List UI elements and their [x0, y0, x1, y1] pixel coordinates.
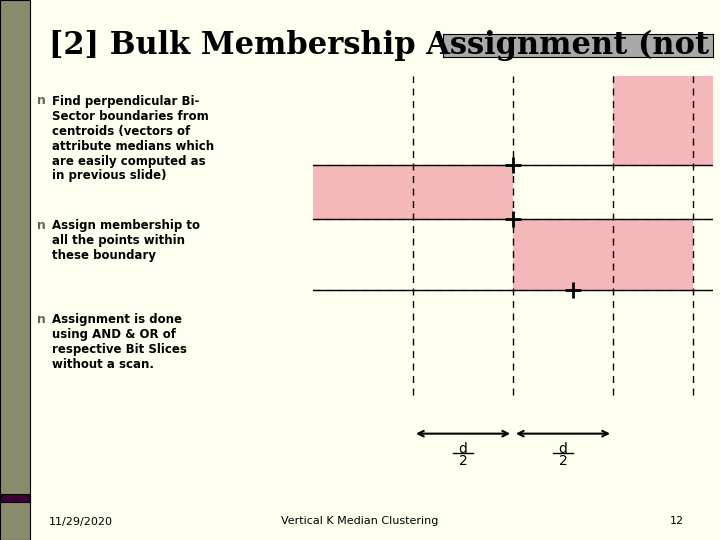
Text: 11/29/2020: 11/29/2020 [49, 516, 113, 526]
Text: Assign membership to
all the points within
these boundary: Assign membership to all the points with… [52, 219, 200, 262]
Text: Assignment is done
using AND & OR of
respective Bit Slices
without a scan.: Assignment is done using AND & OR of res… [52, 313, 186, 371]
Text: [2] Bulk Membership Assignment (not 1-by-1): [2] Bulk Membership Assignment (not 1-by… [49, 30, 720, 61]
Text: n: n [37, 313, 46, 326]
Text: Vertical K Median Clustering: Vertical K Median Clustering [282, 516, 438, 526]
Text: Find perpendicular Bi-
Sector boundaries from
centroids (vectors of
attribute me: Find perpendicular Bi- Sector boundaries… [52, 94, 214, 183]
Text: 2: 2 [459, 455, 467, 468]
Text: 2: 2 [559, 455, 567, 468]
Text: n: n [37, 94, 46, 107]
Text: d: d [559, 442, 567, 456]
Text: 12: 12 [670, 516, 684, 526]
Bar [513, 219, 693, 290]
Bar [313, 165, 513, 219]
Bar [613, 76, 713, 165]
Text: n: n [37, 219, 46, 232]
Text: d: d [459, 442, 467, 456]
